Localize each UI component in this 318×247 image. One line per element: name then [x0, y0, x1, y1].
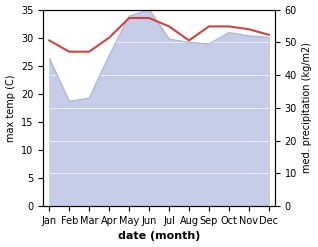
- Y-axis label: med. precipitation (kg/m2): med. precipitation (kg/m2): [302, 42, 313, 173]
- Y-axis label: max temp (C): max temp (C): [5, 74, 16, 142]
- X-axis label: date (month): date (month): [118, 231, 200, 242]
